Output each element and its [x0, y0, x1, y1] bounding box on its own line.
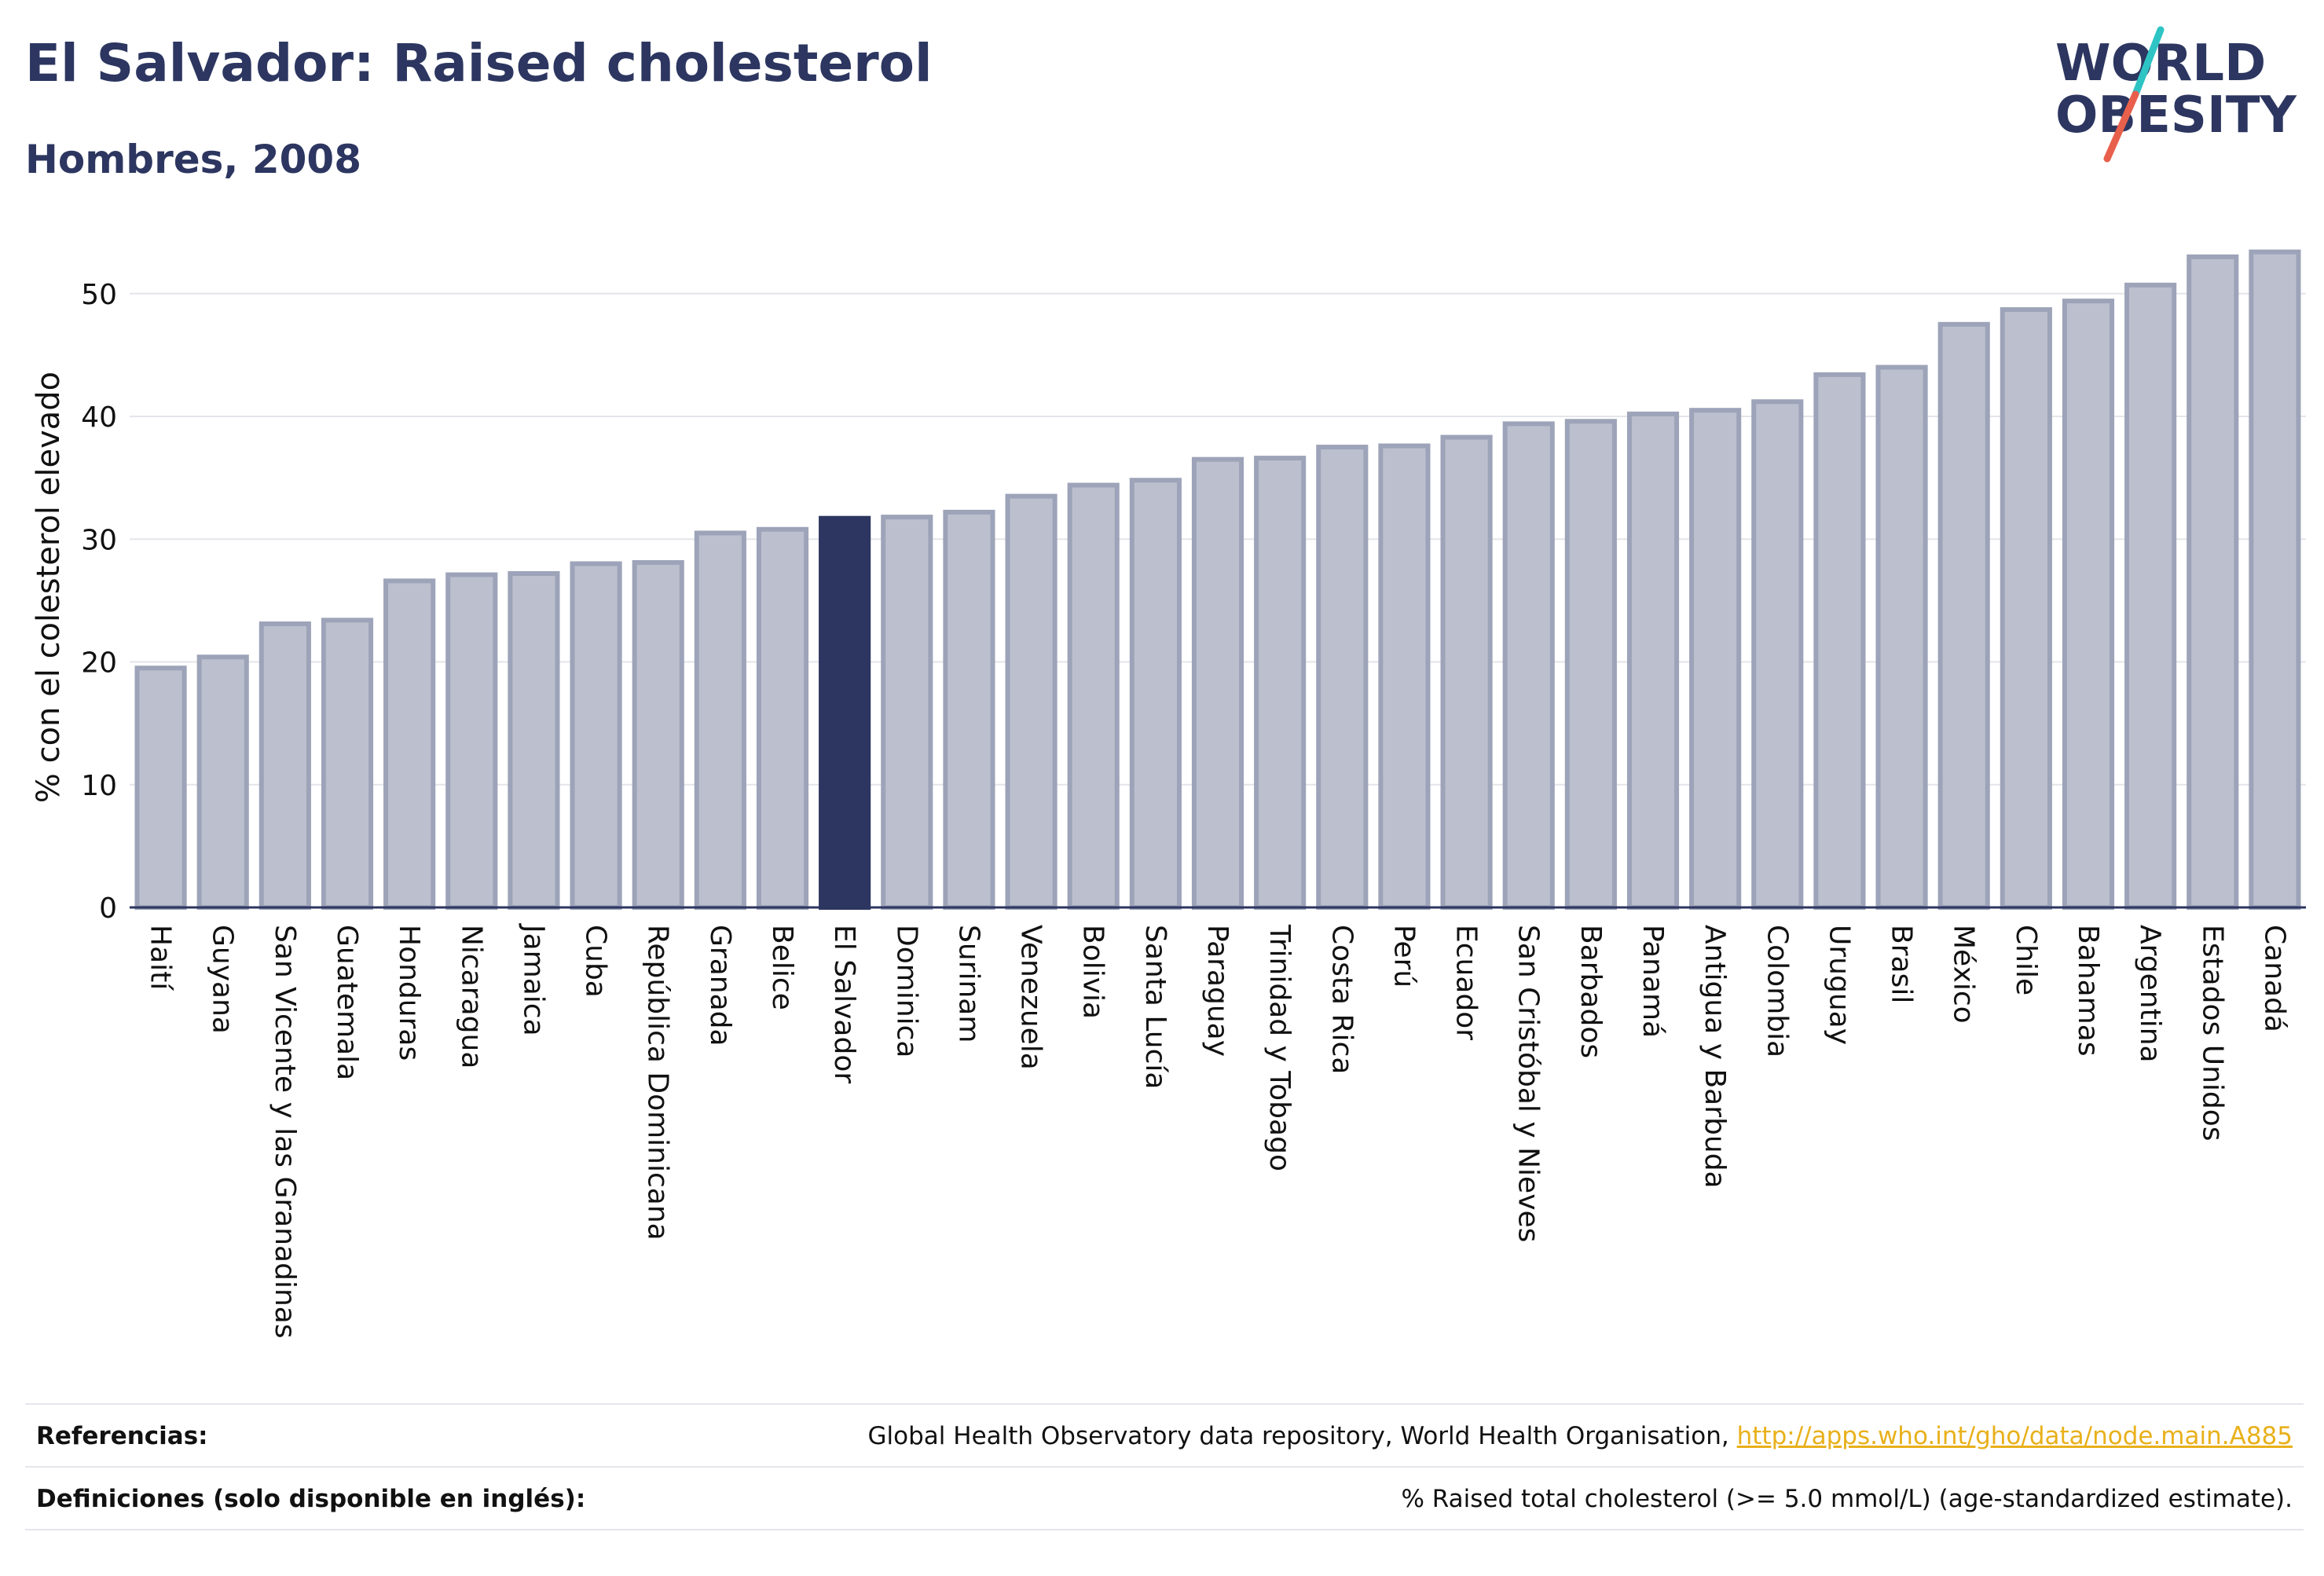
bar — [1440, 434, 1493, 910]
references-label: Referencias: — [36, 1422, 208, 1450]
bar — [445, 572, 498, 910]
logo-text-world: WORLD — [2055, 35, 2266, 93]
bar — [1191, 456, 1244, 910]
bar — [570, 561, 622, 910]
bar — [694, 530, 746, 910]
bar — [1751, 399, 1804, 910]
x-tick-label: Paraguay — [1201, 925, 1233, 1057]
x-tick-label: Barbados — [1574, 925, 1607, 1058]
x-tick-label: Haití — [145, 925, 177, 991]
references-link[interactable]: http://apps.who.int/gho/data/node.main.A… — [1736, 1422, 2293, 1450]
x-tick-label: República Dominicana — [642, 925, 674, 1241]
chart-title: El Salvador: Raised cholesterol — [25, 33, 933, 93]
y-axis-title: % con el colesterol elevado — [31, 372, 67, 803]
x-tick-label: Honduras — [393, 925, 425, 1061]
bar — [1129, 478, 1182, 910]
bar — [2124, 282, 2177, 910]
bar — [196, 654, 249, 910]
x-tick-label: Uruguay — [1823, 925, 1855, 1045]
bar — [508, 571, 560, 910]
x-tick-label: Perú — [1387, 925, 1420, 988]
x-tick-label: Nicaragua — [455, 925, 487, 1068]
y-tick-label: 0 — [99, 892, 117, 925]
bar — [383, 578, 436, 910]
x-tick-label: Guatemala — [331, 925, 363, 1080]
x-tick-label: Panamá — [1637, 925, 1669, 1038]
bar-highlight — [819, 515, 871, 910]
x-tick-label: Brasil — [1886, 925, 1918, 1003]
world-obesity-logo[interactable]: WORLD OBESITY — [2043, 24, 2310, 165]
y-tick-label: 40 — [81, 401, 117, 434]
bar-chart: 0 10 20 30 40 50 % con el colesterol elevado Ha… — [31, 249, 2306, 1339]
bar — [321, 618, 374, 910]
bar — [1378, 443, 1431, 910]
x-tick-label: El Salvador — [828, 925, 860, 1083]
bar — [1502, 421, 1555, 910]
x-tick-label: Canadá — [2258, 925, 2290, 1032]
definitions-label: Definiciones (solo disponible en inglés)… — [36, 1485, 586, 1513]
x-tick-label: Guyana — [207, 925, 239, 1034]
x-tick-label: Santa Lucía — [1139, 925, 1171, 1089]
chart-subtitle: Hombres, 2008 — [25, 137, 361, 182]
x-tick-label: Venezuela — [1015, 925, 1047, 1070]
references-value: Global Health Observatory data repositor… — [868, 1422, 2304, 1450]
x-tick-label: Trinidad y Tobago — [1263, 924, 1296, 1171]
bar — [2062, 299, 2115, 910]
x-tick-label: San Vicente y las Granadinas — [269, 925, 301, 1339]
bar — [1564, 419, 1617, 910]
footer-references-row: Referencias: Global Health Observatory d… — [25, 1403, 2304, 1468]
bar — [2000, 307, 2052, 910]
bar — [2249, 249, 2301, 910]
x-tick-label: Cuba — [580, 925, 612, 998]
bar — [1937, 321, 1990, 910]
x-tick-label: Ecuador — [1450, 925, 1483, 1040]
footer-divider — [25, 1529, 2304, 1530]
definitions-text: % Raised total cholesterol (>= 5.0 mmol/… — [1401, 1485, 2293, 1513]
bar — [258, 621, 311, 910]
x-tick-label: México — [1948, 925, 1980, 1024]
x-tick-label: Antigua y Barbuda — [1699, 925, 1731, 1189]
references-text: Global Health Observatory data repositor… — [867, 1422, 1729, 1450]
x-tick-label: Surinam — [952, 925, 984, 1043]
y-tick-label: 30 — [81, 524, 117, 556]
bar — [1254, 456, 1307, 910]
bar — [1875, 365, 1928, 910]
bar — [134, 665, 187, 910]
bar — [943, 509, 995, 910]
bar — [881, 515, 933, 910]
logo-slash-coral — [2103, 90, 2139, 163]
bar — [1813, 372, 1866, 910]
x-tick-label: Belice — [766, 925, 798, 1010]
bar — [2187, 254, 2239, 910]
x-tick-label: Jamaica — [517, 923, 549, 1036]
x-tick-label: Bolivia — [1077, 925, 1109, 1019]
bar — [1005, 493, 1058, 910]
bar — [632, 559, 684, 910]
x-tick-label: Argentina — [2134, 925, 2166, 1063]
bar — [1689, 408, 1742, 910]
bar — [756, 526, 809, 910]
y-tick-label: 50 — [81, 279, 117, 311]
x-tick-label: Dominica — [890, 925, 922, 1058]
x-tick-label: Chile — [2010, 925, 2042, 995]
bar — [1067, 482, 1120, 910]
x-tick-label: Costa Rica — [1325, 925, 1358, 1074]
x-tick-label: Bahamas — [2072, 925, 2104, 1057]
x-tick-label: San Cristóbal y Nieves — [1512, 925, 1545, 1242]
x-tick-label: Colombia — [1761, 925, 1793, 1057]
footer-definitions-row: Definiciones (solo disponible en inglés)… — [25, 1466, 2304, 1530]
y-tick-label: 20 — [81, 647, 117, 680]
logo-text-obesity: OBESITY — [2055, 86, 2297, 145]
x-tick-label: Estados Unidos — [2196, 925, 2228, 1142]
logo-slash-teal — [2132, 26, 2165, 98]
x-tick-label: Granada — [704, 925, 736, 1046]
bar — [1316, 445, 1369, 910]
y-tick-label: 10 — [81, 770, 117, 802]
bar — [1626, 411, 1680, 910]
